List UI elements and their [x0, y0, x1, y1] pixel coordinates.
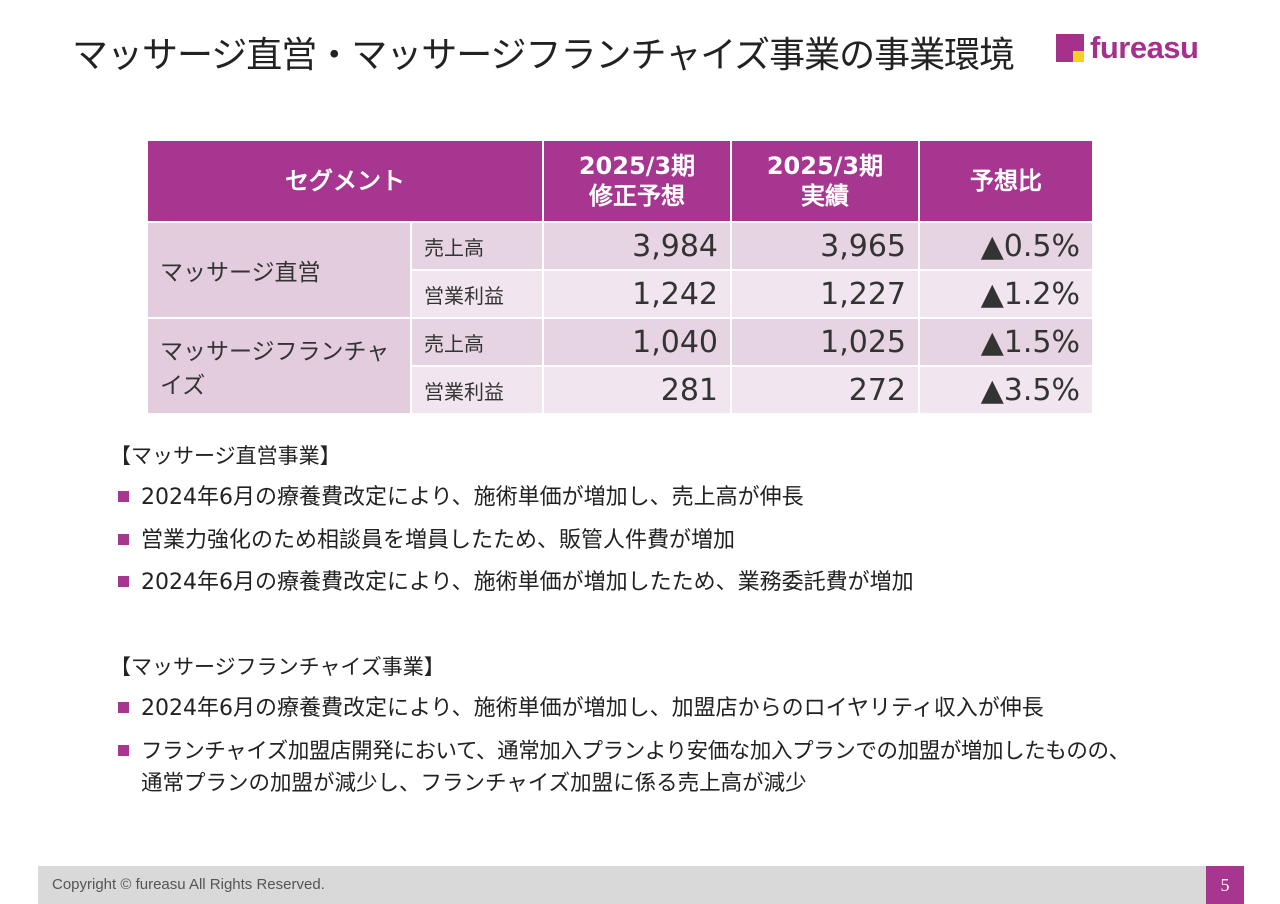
- list-item: 2024年6月の療養費改定により、施術単価が増加したため、業務委託費が増加: [118, 567, 914, 599]
- forecast-cell: 3,984: [542, 221, 732, 271]
- actual-cell: 272: [730, 365, 920, 415]
- footer: Copyright © fureasu All Rights Reserved.…: [38, 866, 1244, 904]
- list-item: フランチャイズ加盟店開発において、通常加入プランより安価な加入プランでの加盟が増…: [118, 736, 1130, 768]
- segment-table: セグメント 2025/3期 修正予想 2025/3期 実績 予想比 マッサージ直営 …: [146, 139, 1094, 415]
- list-item: 2024年6月の療養費改定により、施術単価が増加し、売上高が伸長: [118, 482, 804, 514]
- header-segment: セグメント: [146, 139, 544, 223]
- actual-cell: 1,025: [730, 317, 920, 367]
- header-ratio: 予想比: [918, 139, 1094, 223]
- forecast-cell: 281: [542, 365, 732, 415]
- metric-cell: 売上高: [410, 317, 544, 367]
- metric-cell: 売上高: [410, 221, 544, 271]
- ratio-cell: ▲1.2%: [918, 269, 1094, 319]
- page-number: 5: [1206, 866, 1244, 904]
- ratio-cell: ▲3.5%: [918, 365, 1094, 415]
- segment-cell: マッサージフランチャイズ: [146, 317, 412, 415]
- table-row: 営業利益 281 272 ▲3.5%: [147, 365, 1094, 415]
- ratio-cell: ▲0.5%: [918, 221, 1094, 271]
- page-title: マッサージ直営・マッサージフランチャイズ事業の事業環境: [72, 35, 1015, 76]
- ratio-cell: ▲1.5%: [918, 317, 1094, 367]
- header-forecast: 2025/3期 修正予想: [542, 139, 732, 223]
- list-item-continuation: 通常プランの加盟が減少し、フランチャイズ加盟に係る売上高が減少: [141, 771, 807, 796]
- bullet-square-icon: [118, 491, 129, 502]
- forecast-cell: 1,242: [542, 269, 732, 319]
- table-row: 営業利益 1,242 1,227 ▲1.2%: [147, 269, 1094, 319]
- segment-cell: マッサージ直営: [146, 221, 412, 319]
- list-item: 2024年6月の療養費改定により、施術単価が増加し、加盟店からのロイヤリティ収入…: [118, 693, 1044, 725]
- header-actual: 2025/3期 実績: [730, 139, 920, 223]
- metric-cell: 営業利益: [410, 269, 544, 319]
- fureasu-logo: fureasu: [1056, 30, 1199, 65]
- bullet-square-icon: [118, 576, 129, 587]
- actual-cell: 1,227: [730, 269, 920, 319]
- copyright-text: Copyright © fureasu All Rights Reserved.: [52, 876, 325, 893]
- logo-mark-icon: [1056, 34, 1084, 62]
- actual-cell: 3,965: [730, 221, 920, 271]
- metric-cell: 営業利益: [410, 365, 544, 415]
- table-row: マッサージ直営 売上高 3,984 3,965 ▲0.5%: [146, 221, 1094, 319]
- bullet-square-icon: [118, 534, 129, 545]
- bullet-square-icon: [118, 702, 129, 713]
- logo-text: fureasu: [1090, 30, 1199, 65]
- section-heading-direct: 【マッサージ直営事業】: [110, 444, 341, 468]
- section-heading-franchise: 【マッサージフランチャイズ事業】: [110, 655, 445, 679]
- bullet-square-icon: [118, 745, 129, 756]
- list-item: 営業力強化のため相談員を増員したため、販管人件費が増加: [118, 525, 735, 557]
- table-row: マッサージフランチャイズ 売上高 1,040 1,025 ▲1.5%: [146, 317, 1094, 415]
- forecast-cell: 1,040: [542, 317, 732, 367]
